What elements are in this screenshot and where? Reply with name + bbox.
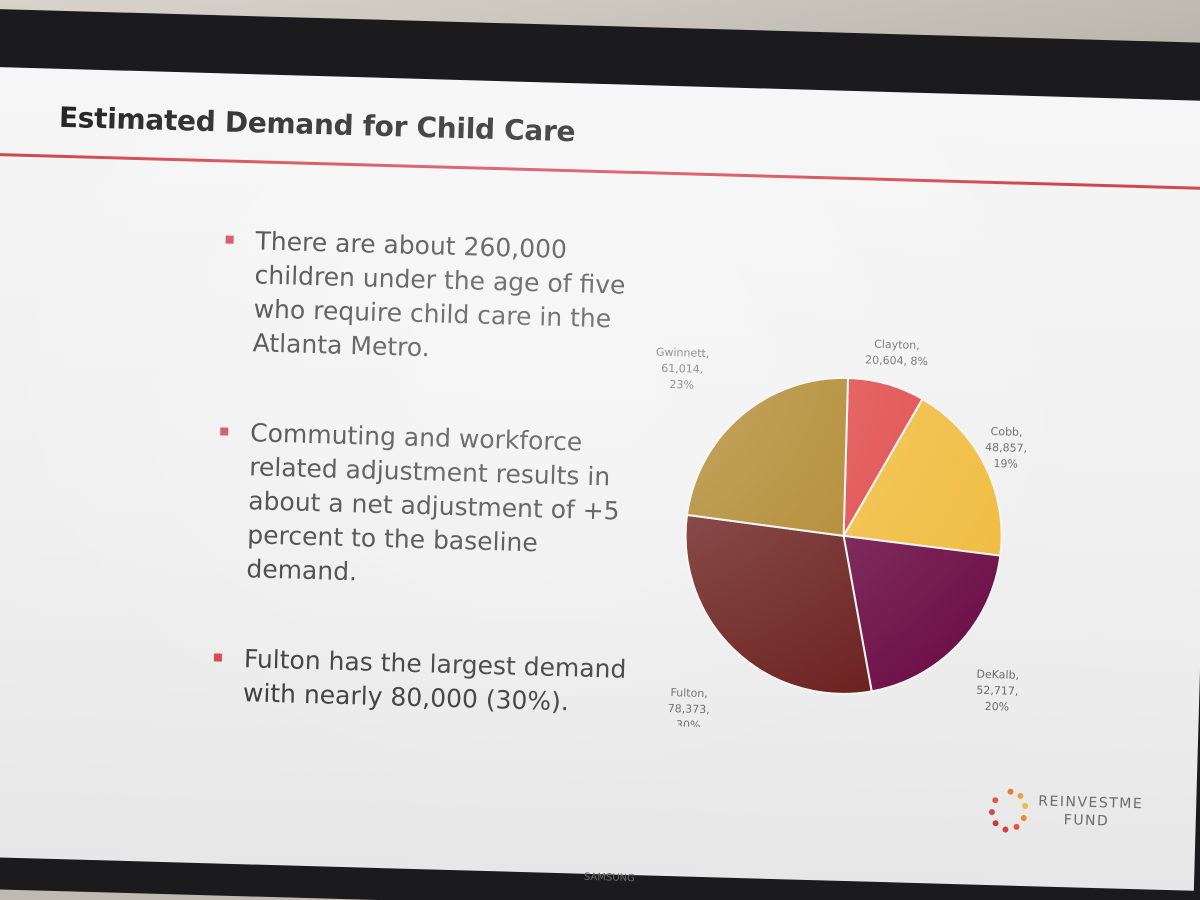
logo-line-1: REINVESTME xyxy=(1038,793,1144,813)
bullet-item: Fulton has the largest demand with nearl… xyxy=(207,641,629,721)
bullet-text: Fulton has the largest demand with nearl… xyxy=(242,644,627,717)
reinvestment-fund-logo: REINVESTME FUND xyxy=(985,785,1187,851)
monitor-bezel: Estimated Demand for Child Care There ar… xyxy=(0,8,1200,900)
bullet-item: Commuting and workforce related adjustme… xyxy=(210,415,635,597)
pie-chart: Clayton, 20,604, 8% Cobb, 48,857, 19% De… xyxy=(628,255,1081,737)
bullet-text: Commuting and workforce related adjustme… xyxy=(246,418,620,587)
bullet-text: There are about 260,000 children under t… xyxy=(252,226,626,363)
bullet-list: There are about 260,000 children under t… xyxy=(205,223,640,777)
bullet-marker-icon xyxy=(220,427,229,436)
slice-label-clayton: Clayton, xyxy=(874,338,920,352)
bullet-item: There are about 260,000 children under t… xyxy=(216,223,640,371)
slide-title: Estimated Demand for Child Care xyxy=(58,100,576,149)
bullet-marker-icon xyxy=(225,235,234,244)
pie-slice-gwinnett xyxy=(685,376,850,538)
slice-label-dekalb: DeKalb, xyxy=(976,668,1019,682)
pie-slice-cobb xyxy=(841,397,1003,557)
title-rule xyxy=(0,153,1200,191)
pie-chart-svg: Clayton, 20,604, 8% Cobb, 48,857, 19% De… xyxy=(656,338,1028,732)
presentation-slide: Estimated Demand for Child Care There ar… xyxy=(0,67,1200,891)
slice-label-fulton: Fulton, xyxy=(670,686,708,700)
pie-slice-fulton xyxy=(684,513,873,695)
slice-pct-gwinnett: 23% xyxy=(669,378,694,392)
slice-label-gwinnett: Gwinnett, xyxy=(656,346,710,360)
slice-pct-cobb: 19% xyxy=(993,457,1018,471)
slice-value-cobb: 48,857, xyxy=(985,441,1027,455)
pie-slice-dekalb xyxy=(842,534,1002,693)
slice-pct-fulton: 30% xyxy=(676,718,701,732)
bullet-marker-icon xyxy=(213,653,223,662)
slice-value-clayton: 20,604, 8% xyxy=(865,353,928,368)
slice-value-dekalb: 52,717, xyxy=(976,684,1018,698)
dotted-circle-logo-icon xyxy=(988,788,1029,833)
monitor-brand-caption: SAMSUNG xyxy=(583,871,636,885)
slice-value-gwinnett: 61,014, xyxy=(661,362,703,376)
logo-text: REINVESTME FUND xyxy=(1038,792,1144,831)
slice-value-fulton: 78,373, xyxy=(668,702,710,716)
logo-line-2: FUND xyxy=(1063,812,1110,830)
slice-label-cobb: Cobb, xyxy=(990,425,1022,439)
slice-pct-dekalb: 20% xyxy=(984,700,1009,714)
